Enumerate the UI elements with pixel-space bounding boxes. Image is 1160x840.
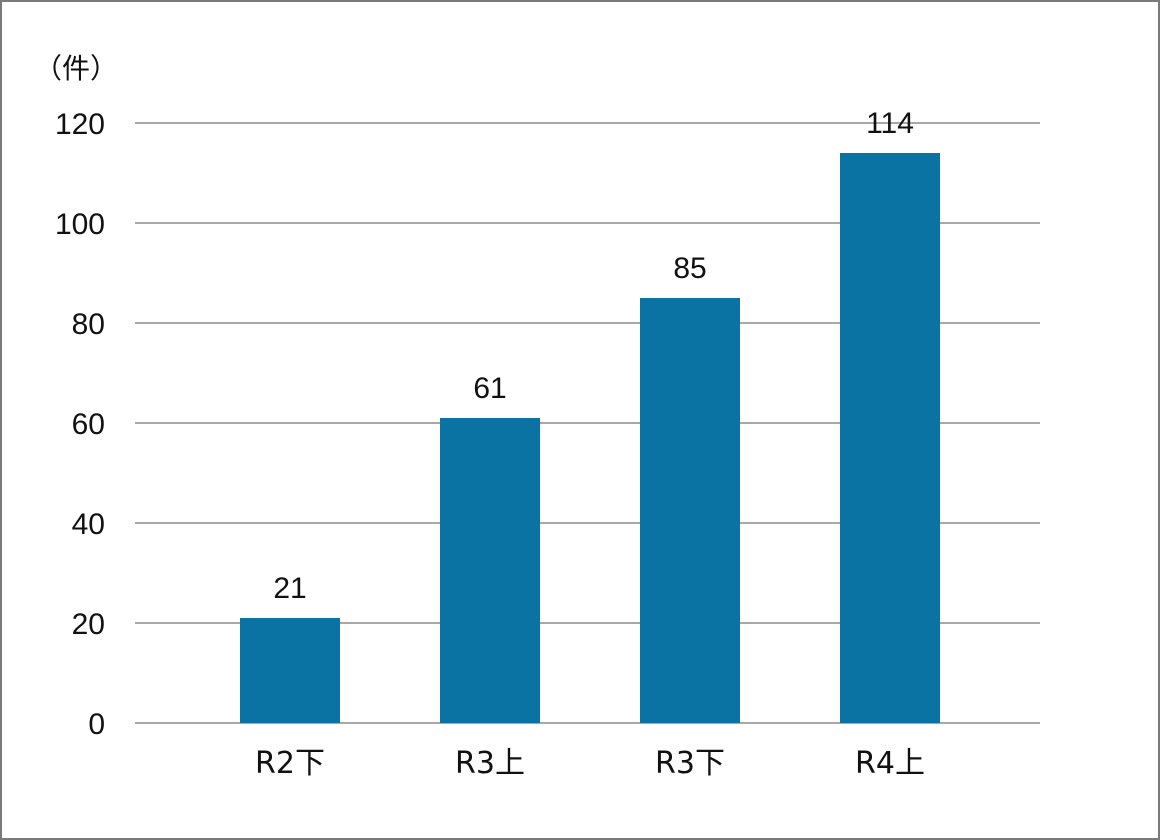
x-category-label: R2下 <box>255 746 325 781</box>
y-tick-label: 60 <box>72 408 105 441</box>
data-labels: 21 61 85 114 <box>273 107 914 605</box>
y-tick-label: 40 <box>72 508 105 541</box>
bar-value-label: 21 <box>273 572 306 605</box>
bars <box>240 153 940 723</box>
y-axis-tick-labels: 0 20 40 60 80 100 120 <box>55 108 105 741</box>
y-tick-label: 80 <box>72 308 105 341</box>
bar <box>640 298 740 723</box>
y-tick-label: 0 <box>88 708 105 741</box>
y-axis-unit-label: （件） <box>34 52 118 85</box>
x-category-label: R3下 <box>655 746 725 781</box>
x-axis-category-labels: R2下 R3上 R3下 R4上 <box>255 746 925 781</box>
x-category-label: R4上 <box>855 746 925 781</box>
bar-value-label: 61 <box>473 372 506 405</box>
bar <box>440 418 540 723</box>
bar-value-label: 114 <box>866 107 914 140</box>
y-tick-label: 20 <box>72 608 105 641</box>
x-category-label: R3上 <box>455 746 525 781</box>
bar-value-label: 85 <box>673 252 706 285</box>
y-tick-label: 100 <box>55 208 105 241</box>
bar <box>840 153 940 723</box>
bar <box>240 618 340 723</box>
y-tick-label: 120 <box>55 108 105 141</box>
